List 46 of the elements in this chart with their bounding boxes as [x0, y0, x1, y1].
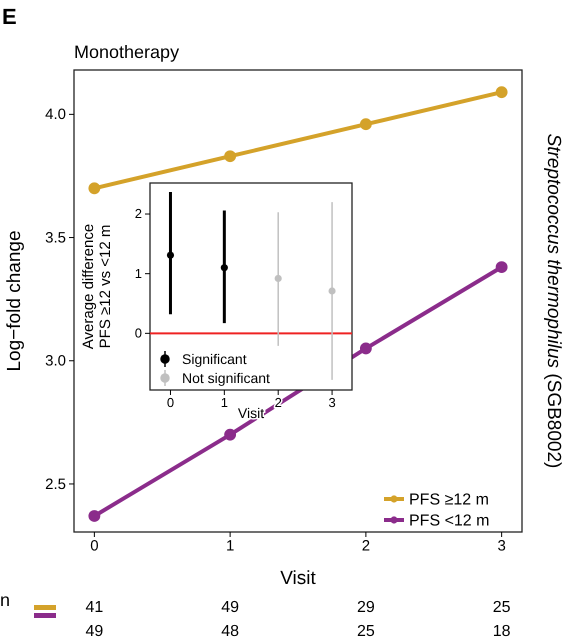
legend-label: PFS <12 m — [409, 512, 490, 530]
point — [166, 252, 174, 259]
x-tick-label: 1 — [220, 395, 228, 410]
y-tick-label: 2.5 — [45, 476, 66, 493]
y-tick-label: 2 — [134, 206, 142, 222]
y-axis-title: Log−fold change — [4, 230, 25, 372]
x-tick-label: 1 — [226, 538, 234, 555]
x-axis-title: Visit — [280, 568, 316, 589]
text: 49 — [85, 623, 104, 640]
x-tick-label: 0 — [166, 395, 174, 410]
text: 25 — [492, 599, 511, 616]
text: 49 — [221, 599, 240, 616]
y-tick-label: 0 — [134, 325, 142, 340]
point — [360, 118, 372, 130]
y-tick-label: 1 — [134, 266, 142, 281]
legend-label: PFS ≥12 m — [409, 492, 489, 509]
y-tick-label: 4.0 — [45, 106, 66, 124]
legend-label: Not significant — [182, 370, 270, 386]
point — [88, 510, 100, 522]
point — [274, 274, 282, 282]
point — [224, 428, 236, 441]
text: 25 — [356, 623, 375, 640]
point — [88, 182, 100, 194]
y-axis-title: Average difference PFS ≥12 vs <12 m — [80, 224, 114, 350]
text: 18 — [492, 623, 511, 640]
text: E — [2, 4, 17, 29]
x-tick-label: 3 — [328, 395, 336, 410]
point — [224, 150, 236, 162]
point — [496, 261, 508, 274]
y2-axis-title: Streptococcus thermophilus (SGB8002) — [543, 134, 564, 468]
x-tick-label: 3 — [497, 538, 506, 555]
x-axis-title: Visit — [238, 405, 264, 421]
y-tick-label: 3.5 — [45, 229, 66, 246]
text: 41 — [85, 599, 104, 616]
x-tick-label: 2 — [362, 538, 370, 555]
legend-label: Significant — [182, 350, 247, 367]
point — [220, 264, 228, 272]
chart-title: Monotherapy — [74, 42, 180, 62]
y-tick-label: 3.0 — [45, 352, 66, 370]
point — [360, 342, 372, 354]
text: n — [0, 590, 10, 610]
point — [328, 287, 336, 295]
text: 29 — [356, 599, 375, 616]
text: 48 — [221, 623, 240, 640]
point — [496, 86, 508, 98]
x-tick-label: 0 — [90, 538, 99, 555]
